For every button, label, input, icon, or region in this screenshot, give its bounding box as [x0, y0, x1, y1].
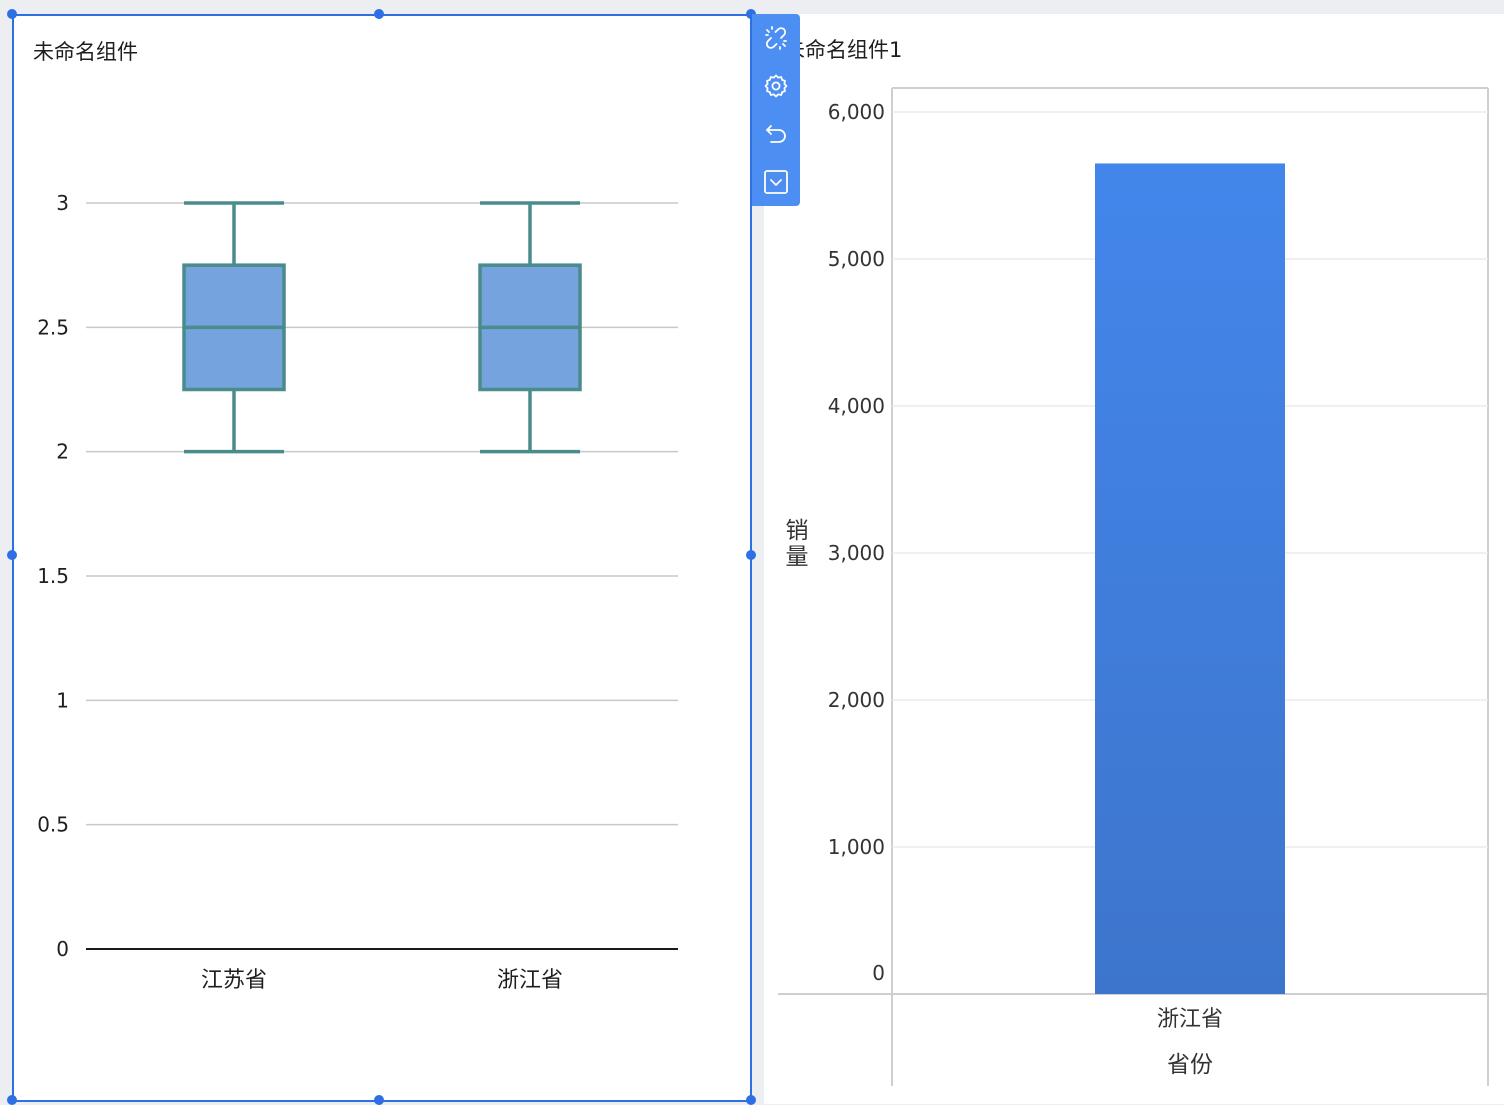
bar-widget[interactable]: 未命名组件1 0 1,000 2,000 3,000 4,000 5,000 6,000 浙江… [764, 14, 1504, 1104]
y-tick-label: 3,000 [828, 541, 885, 565]
y-tick-label: 2.5 [37, 315, 69, 339]
y-tick-label: 5,000 [828, 247, 885, 271]
x-tick-label: 浙江省 [497, 968, 563, 993]
resize-handle-top-right[interactable] [746, 9, 756, 19]
y-tick-label: 1 [56, 688, 69, 712]
y-tick-label: 2,000 [828, 688, 885, 712]
x-tick-label: 江苏省 [201, 968, 267, 993]
widget-toolbar [752, 14, 800, 206]
boxplot-widget[interactable]: 未命名组件 0 0.5 1 1.5 2 2.5 3 江苏省 浙江省 [12, 14, 752, 1102]
undo-icon[interactable] [762, 120, 790, 148]
resize-handle-bottom-right[interactable] [746, 1095, 756, 1105]
y-tick-label: 0 [56, 937, 69, 961]
y-tick-label: 1,000 [828, 835, 885, 859]
x-tick-label: 浙江省 [1157, 1007, 1223, 1032]
y-tick-label: 3 [56, 191, 69, 215]
gear-icon[interactable] [762, 72, 790, 100]
resize-handle-top[interactable] [374, 9, 384, 19]
resize-handle-left[interactable] [7, 550, 17, 560]
resize-handle-right[interactable] [746, 550, 756, 560]
widget-title: 未命名组件1 [784, 38, 903, 62]
boxplot-chart: 0 0.5 1 1.5 2 2.5 3 江苏省 浙江省 [37, 191, 678, 993]
x-axis-title: 省份 [1167, 1052, 1213, 1078]
resize-handle-bottom-left[interactable] [7, 1095, 17, 1105]
y-tick-label: 0 [872, 961, 885, 985]
y-axis-title: 销量 [786, 518, 809, 570]
y-axis-title-char: 销 [786, 518, 809, 544]
y-tick-label: 4,000 [828, 394, 885, 418]
y-tick-label: 0.5 [37, 813, 69, 837]
resize-handle-bottom[interactable] [374, 1095, 384, 1105]
resize-handle-top-left[interactable] [7, 9, 17, 19]
bar [1095, 163, 1285, 994]
y-tick-label: 6,000 [828, 100, 885, 124]
dropdown-icon[interactable] [762, 168, 790, 196]
y-tick-label: 2 [56, 440, 69, 464]
y-tick-label: 1.5 [37, 564, 69, 588]
widget-title: 未命名组件 [33, 40, 138, 64]
unlink-icon[interactable] [762, 24, 790, 52]
y-axis-title-char: 量 [786, 544, 809, 570]
